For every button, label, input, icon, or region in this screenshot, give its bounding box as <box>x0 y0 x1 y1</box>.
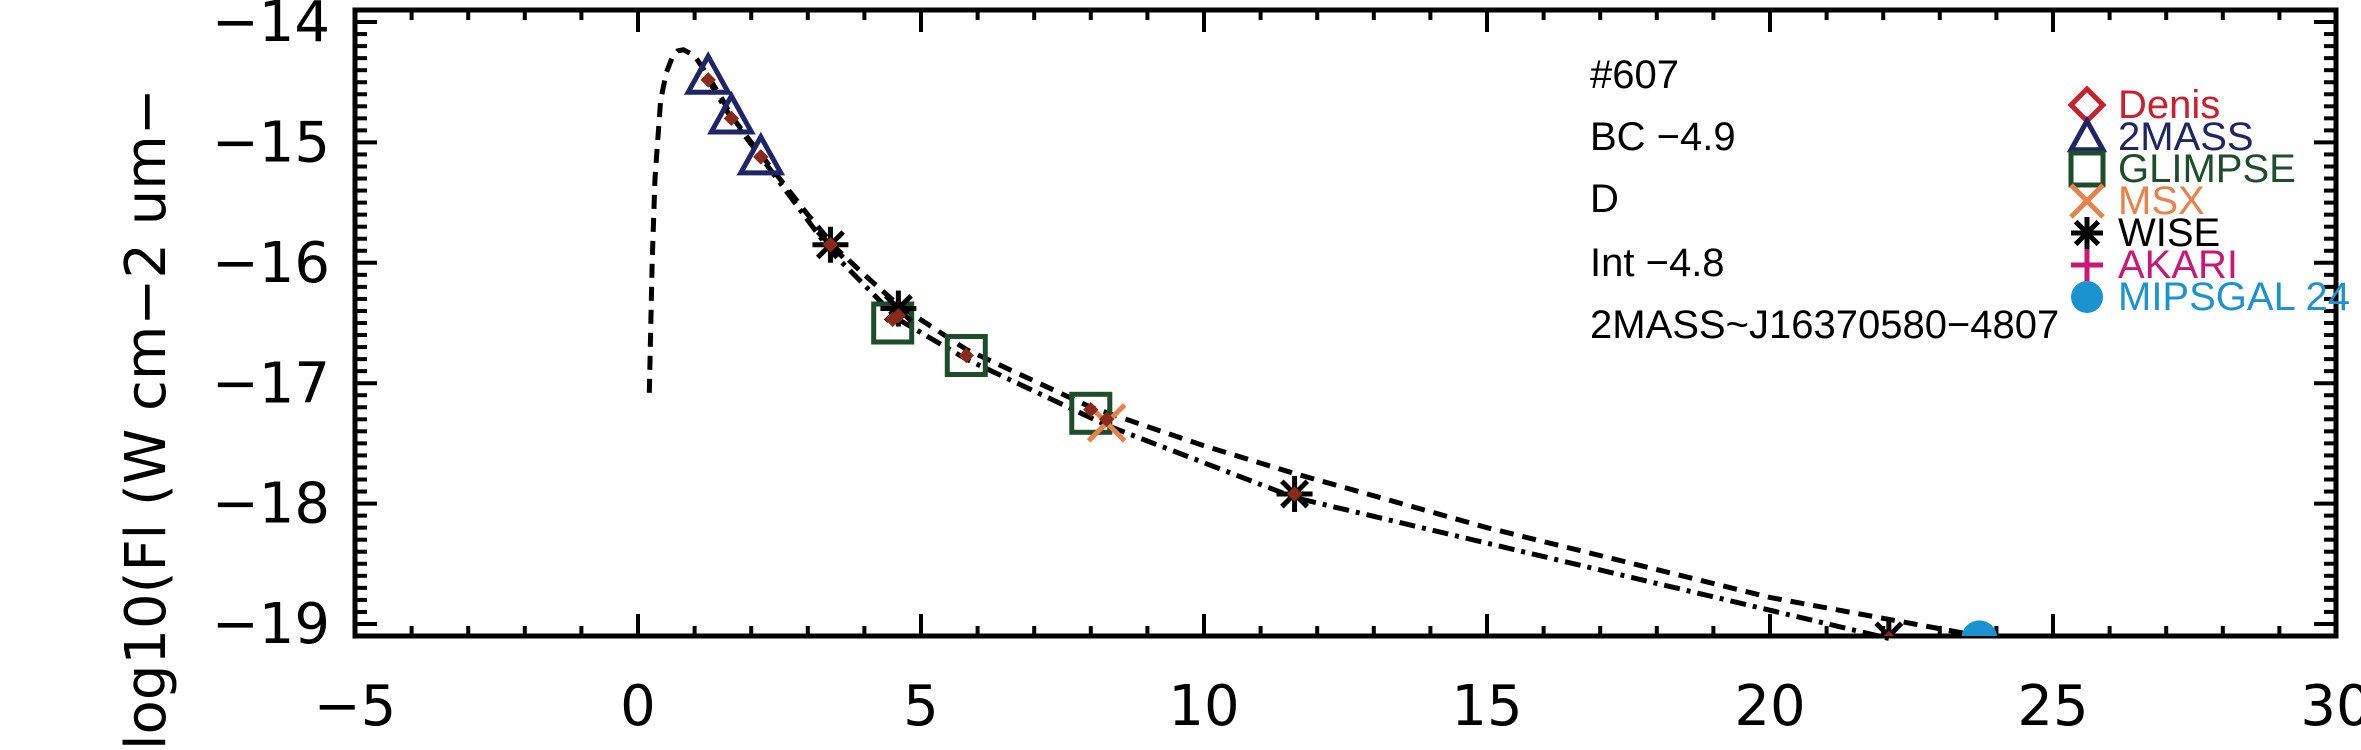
y-tick-label: −17 <box>212 351 330 416</box>
annotation-int: Int −4.8 <box>1590 241 1725 285</box>
legend-marker-wise <box>2071 217 2103 249</box>
y-tick-labels: −14 −15 −16 −17 −18 −19 <box>212 0 330 657</box>
x-tick-label: 20 <box>1734 674 1805 739</box>
marker-model-fluxes <box>822 237 839 253</box>
x-tick-label: 10 <box>1168 674 1239 739</box>
annotation-source-name: 2MASS~J16370580−4807 <box>1590 303 2059 347</box>
x-tick-label: 0 <box>620 674 656 739</box>
legend-marker-msx <box>2069 183 2105 219</box>
marker-2mass <box>707 90 756 135</box>
y-tick-label: −19 <box>212 592 330 657</box>
y-axis-label: log10(Fl (W cm−2 um− <box>114 88 179 750</box>
annotation-source-number: #607 <box>1590 53 1679 97</box>
x-tick-label: 25 <box>2017 674 2088 739</box>
legend-label-msx: MSX <box>2118 179 2205 223</box>
annotation-block: #607 BC −4.9 D Int −4.8 2MASS~J16370580−… <box>1590 53 2059 347</box>
x-tick-label: −5 <box>314 674 397 739</box>
legend-markers <box>2066 85 2108 313</box>
marker-model-fluxes <box>1083 401 1099 418</box>
legend-label-2mass: 2MASS <box>2118 115 2254 159</box>
dash-dot-model-curve <box>706 78 1890 641</box>
marker-model-fluxes <box>700 72 716 88</box>
marker-model-fluxes <box>753 149 769 165</box>
marker-model-fluxes <box>890 308 907 324</box>
y-tick-label: −18 <box>212 472 330 537</box>
marker-model-fluxes <box>1286 486 1303 502</box>
y-tick-label: −16 <box>212 231 330 296</box>
marker-model-fluxes <box>1098 411 1115 428</box>
x-tick-label: 15 <box>1451 674 1522 739</box>
legend: Denis 2MASS GLIMPSE MSX WISE AKARI MIPSG… <box>2118 83 2350 319</box>
x-tick-labels: −5 0 5 10 15 20 25 30 <box>314 674 2361 739</box>
marker-mipsgal-24 <box>1961 620 1998 636</box>
annotation-class: D <box>1590 177 1619 221</box>
legend-marker-akari <box>2071 249 2103 281</box>
legend-label-akari: AKARI <box>2118 243 2238 287</box>
x-tick-label: 5 <box>903 674 939 739</box>
marker-2mass <box>736 131 786 176</box>
marker-glimpse <box>1069 391 1113 435</box>
marker-wise <box>1870 618 1907 636</box>
marker-model-fluxes <box>723 110 740 127</box>
marker-model-fluxes <box>958 347 974 364</box>
legend-marker-glimpse <box>2068 150 2106 188</box>
legend-label-denis: Denis <box>2118 83 2220 127</box>
legend-marker-wise-stroke <box>2073 219 2101 247</box>
annotation-bc: BC −4.9 <box>1590 115 1736 159</box>
legend-marker-msx-stroke <box>2069 183 2105 219</box>
axis-ticks <box>353 8 2338 638</box>
marker-wise-stroke <box>1885 621 1904 636</box>
marker-glimpse <box>944 334 988 378</box>
marker-wise-stroke <box>1874 621 1893 636</box>
legend-marker-mipsgal-24 <box>2071 281 2103 313</box>
y-tick-label: −15 <box>212 111 330 176</box>
legend-label-glimpse: GLIMPSE <box>2118 147 2296 191</box>
legend-marker-2mass <box>2066 115 2108 153</box>
y-tick-label: −14 <box>212 0 330 55</box>
data-markers <box>683 51 1998 636</box>
x-tick-label: 30 <box>2300 674 2361 739</box>
legend-label-mipsgal: MIPSGAL 24 <box>2118 275 2350 319</box>
marker-model-fluxes <box>1883 630 1895 636</box>
marker-2mass <box>683 51 733 95</box>
legend-label-wise: WISE <box>2118 211 2220 255</box>
